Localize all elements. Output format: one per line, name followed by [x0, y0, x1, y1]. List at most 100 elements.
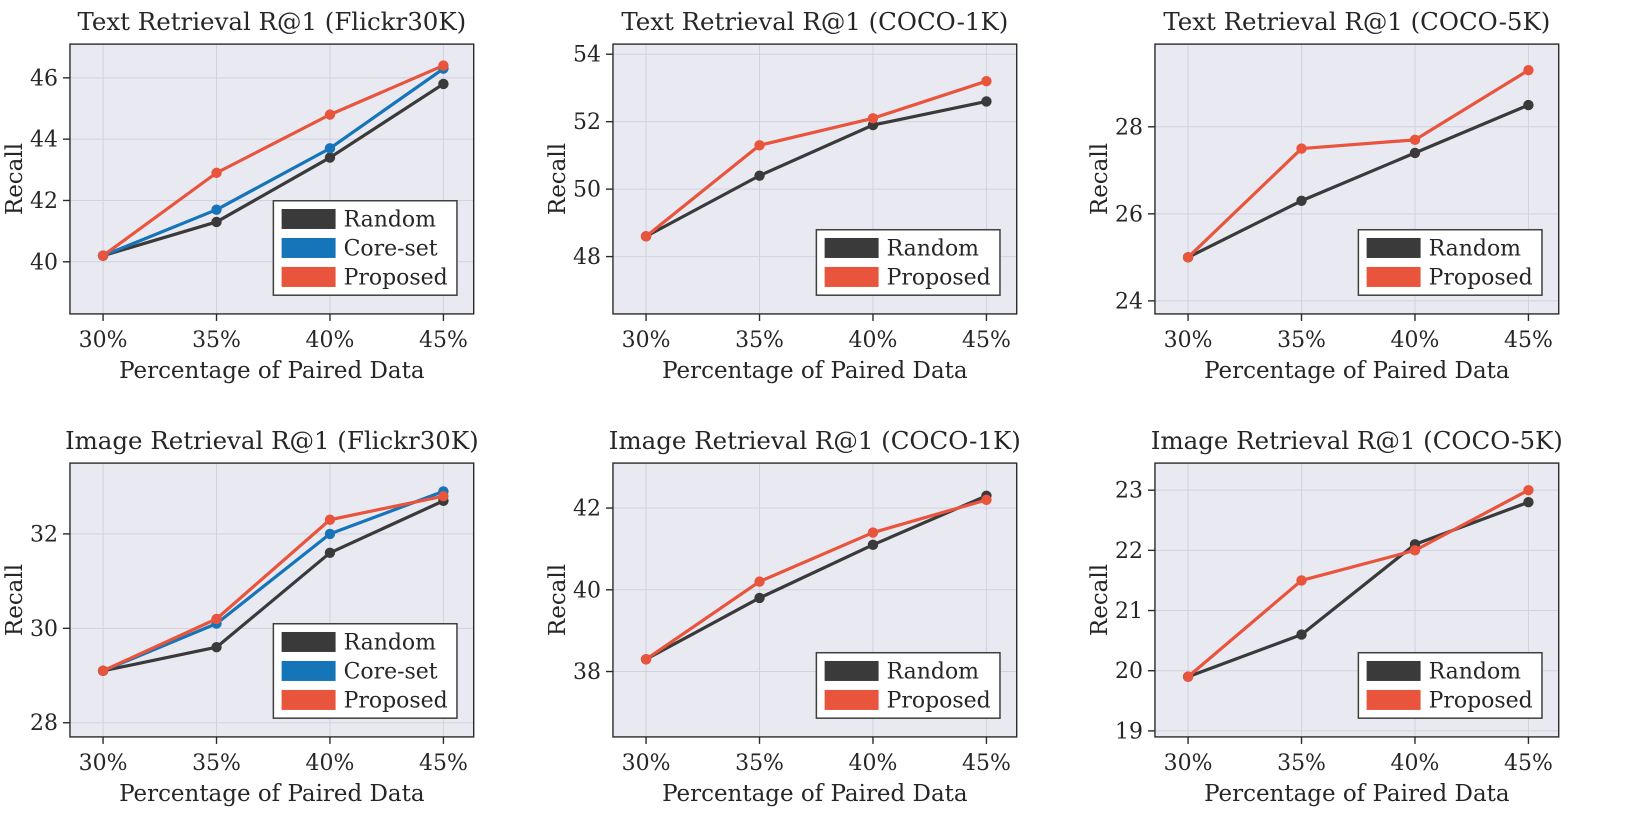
chart-canvas: 38 40 42 30% 35% 40% 45% Image Retrieval R@1 (C…: [545, 426, 1021, 807]
x-tick-label: 45%: [1504, 751, 1553, 776]
y-tick-label: 48: [573, 245, 601, 270]
x-tick-label: 40%: [848, 328, 897, 353]
y-tick-label: 28: [30, 711, 58, 736]
series-line-proposed: [101, 63, 446, 258]
chart-image-retrieval-coco1k: 38 40 42 30% 35% 40% 45% Image Retrieval R@1 (C…: [543, 407, 1086, 814]
legend-label: Proposed: [886, 265, 990, 290]
legend-swatch-random: [824, 237, 879, 258]
data-point-random: [324, 547, 336, 558]
y-tick-label: 46: [30, 66, 58, 91]
x-tick-label: 45%: [962, 751, 1011, 776]
data-point-proposed: [867, 113, 878, 124]
data-point-random: [1296, 195, 1308, 206]
y-axis-label: Recall: [545, 564, 571, 636]
data-point-proposed: [1523, 65, 1534, 76]
data-point-proposed: [1410, 545, 1421, 556]
x-tick-label: 45%: [419, 751, 468, 776]
x-tick-label: 40%: [306, 751, 355, 776]
y-tick-label: 19: [1115, 719, 1143, 744]
y-tick-label: 32: [30, 522, 58, 547]
x-tick-label: 35%: [735, 328, 784, 353]
x-tick-label: 45%: [1504, 328, 1553, 353]
axes-box: [611, 43, 1018, 315]
data-point-random: [980, 96, 992, 107]
legend-label: Random: [886, 659, 979, 684]
legend: Random Proposed: [815, 228, 1001, 296]
legend-swatch-proposed: [1366, 266, 1421, 287]
series-line-random: [644, 494, 988, 661]
data-point-proposed: [97, 250, 109, 261]
data-point-random: [211, 216, 222, 228]
y-tick-label: 50: [573, 178, 601, 203]
x-tick-label: 30%: [79, 328, 128, 353]
x-tick-label: 30%: [621, 751, 670, 776]
x-tick-label: 30%: [621, 328, 670, 353]
x-axis-label: Percentage of Paired Data: [119, 781, 425, 807]
legend-swatch-random: [1366, 660, 1421, 681]
chart-title: Text Retrieval R@1 (Flickr30K): [77, 7, 466, 36]
data-point-random: [1410, 147, 1421, 159]
legend: Random Core-set Proposed: [272, 622, 458, 719]
series-line-random: [644, 99, 988, 238]
axes-box: [69, 43, 475, 315]
x-tick-label: 35%: [735, 751, 784, 776]
legend: Random Proposed: [815, 651, 1001, 719]
legend-swatch-core-set: [281, 237, 336, 258]
chart-image-retrieval-coco5k: 19 20 21 22 23 30% 35% 40% 45% Image Retrieval R@…: [1085, 407, 1628, 814]
data-point-proposed: [640, 231, 651, 242]
series-line-proposed: [1186, 488, 1531, 679]
y-tick-label: 42: [573, 497, 601, 522]
legend-label: Core-set: [344, 659, 438, 684]
chart-title: Image Retrieval R@1 (Flickr30K): [65, 426, 479, 455]
x-axis-label: Percentage of Paired Data: [1204, 781, 1510, 807]
y-tick-label: 22: [1115, 539, 1143, 564]
legend-label: Proposed: [344, 688, 448, 713]
data-point-proposed: [438, 490, 449, 502]
data-point-random: [211, 642, 222, 653]
data-point-proposed: [211, 167, 222, 179]
data-point-random: [1296, 629, 1308, 640]
legend-label: Core-set: [344, 236, 438, 261]
legend-swatch-proposed: [281, 689, 336, 710]
legend-swatch-random: [1366, 237, 1421, 258]
y-tick-label: 21: [1115, 599, 1143, 624]
data-point-proposed: [1523, 484, 1534, 496]
y-tick-label: 28: [1115, 115, 1143, 140]
axes-box: [1154, 462, 1560, 738]
chart-text-retrieval-coco1k: 48 50 52 54 30% 35% 40% 45% Text Retrieval R@1 (…: [543, 0, 1086, 407]
data-point-core-set: [324, 528, 336, 540]
y-tick-label: 40: [30, 250, 58, 275]
legend-swatch-proposed: [824, 266, 879, 287]
data-point-proposed: [1183, 671, 1194, 682]
series-line-random: [1186, 500, 1531, 679]
legend-swatch-proposed: [824, 689, 879, 710]
x-tick-label: 40%: [1391, 328, 1440, 353]
x-axis-label: Percentage of Paired Data: [1204, 358, 1510, 384]
data-point-random: [1523, 99, 1534, 111]
series-line-proposed: [1186, 68, 1531, 259]
data-point-proposed: [753, 576, 765, 587]
data-point-proposed: [980, 494, 992, 506]
legend-label: Random: [344, 207, 437, 232]
series-line-core-set: [101, 489, 446, 673]
data-point-proposed: [753, 140, 765, 151]
x-tick-label: 30%: [79, 751, 128, 776]
legend-label: Random: [1429, 659, 1522, 684]
data-point-proposed: [1183, 252, 1194, 263]
y-tick-label: 30: [30, 617, 58, 642]
chart-canvas: 24 26 28 30% 35% 40% 45% Text Retrieval R@1 (CO…: [1087, 7, 1560, 384]
legend-swatch-proposed: [281, 266, 336, 287]
legend-label: Random: [344, 630, 437, 655]
legend-label: Proposed: [1429, 688, 1533, 713]
chart-title: Image Retrieval R@1 (COCO-1K): [608, 426, 1020, 455]
x-tick-label: 30%: [1164, 751, 1213, 776]
data-point-random: [753, 170, 765, 181]
data-point-random: [324, 152, 336, 163]
legend-label: Proposed: [1429, 265, 1533, 290]
x-tick-label: 40%: [848, 751, 897, 776]
legend-swatch-random: [824, 660, 879, 681]
axes-box: [611, 462, 1018, 738]
y-tick-label: 40: [573, 578, 601, 603]
data-point-proposed: [1296, 575, 1308, 586]
